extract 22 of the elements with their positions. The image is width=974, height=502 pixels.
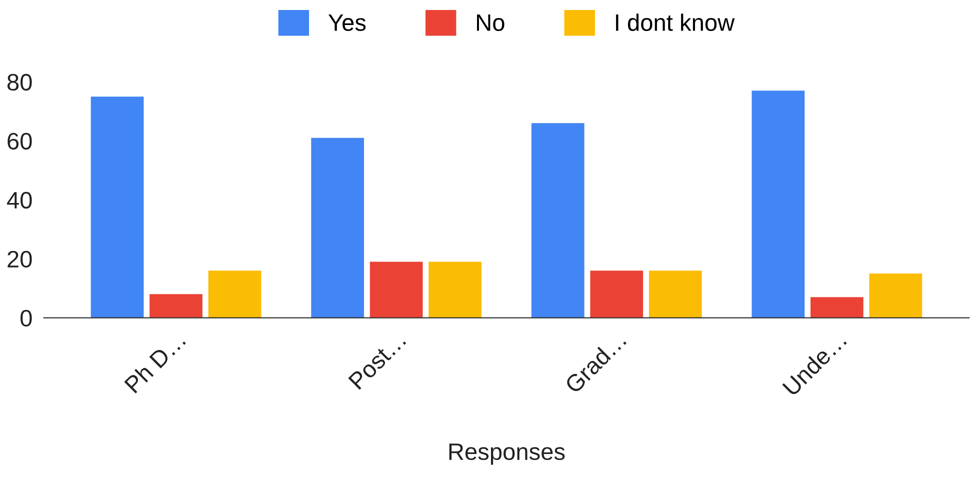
- bar: [869, 274, 922, 318]
- x-tick-label: Ph D…: [124, 331, 186, 394]
- legend-label: Yes: [328, 14, 366, 31]
- y-tick-label: 0: [20, 310, 32, 327]
- legend-label: I dont know: [616, 14, 735, 31]
- bar: [590, 270, 644, 318]
- bar: [370, 262, 423, 318]
- y-tick-label: 60: [8, 132, 32, 150]
- bar: [311, 138, 364, 318]
- y-tick-label: 80: [7, 74, 32, 91]
- y-tick-label: 20: [8, 250, 32, 268]
- bar: [208, 270, 262, 318]
- bar: [752, 90, 805, 318]
- bar: [648, 270, 702, 318]
- bar: [150, 294, 202, 318]
- legend-label: No: [477, 14, 504, 31]
- bar: [531, 123, 584, 318]
- y-tick-label: 40: [7, 192, 32, 209]
- bar: [428, 262, 482, 318]
- bar: [810, 297, 864, 318]
- bar: [90, 96, 144, 318]
- x-axis-title: Responses: [449, 444, 565, 465]
